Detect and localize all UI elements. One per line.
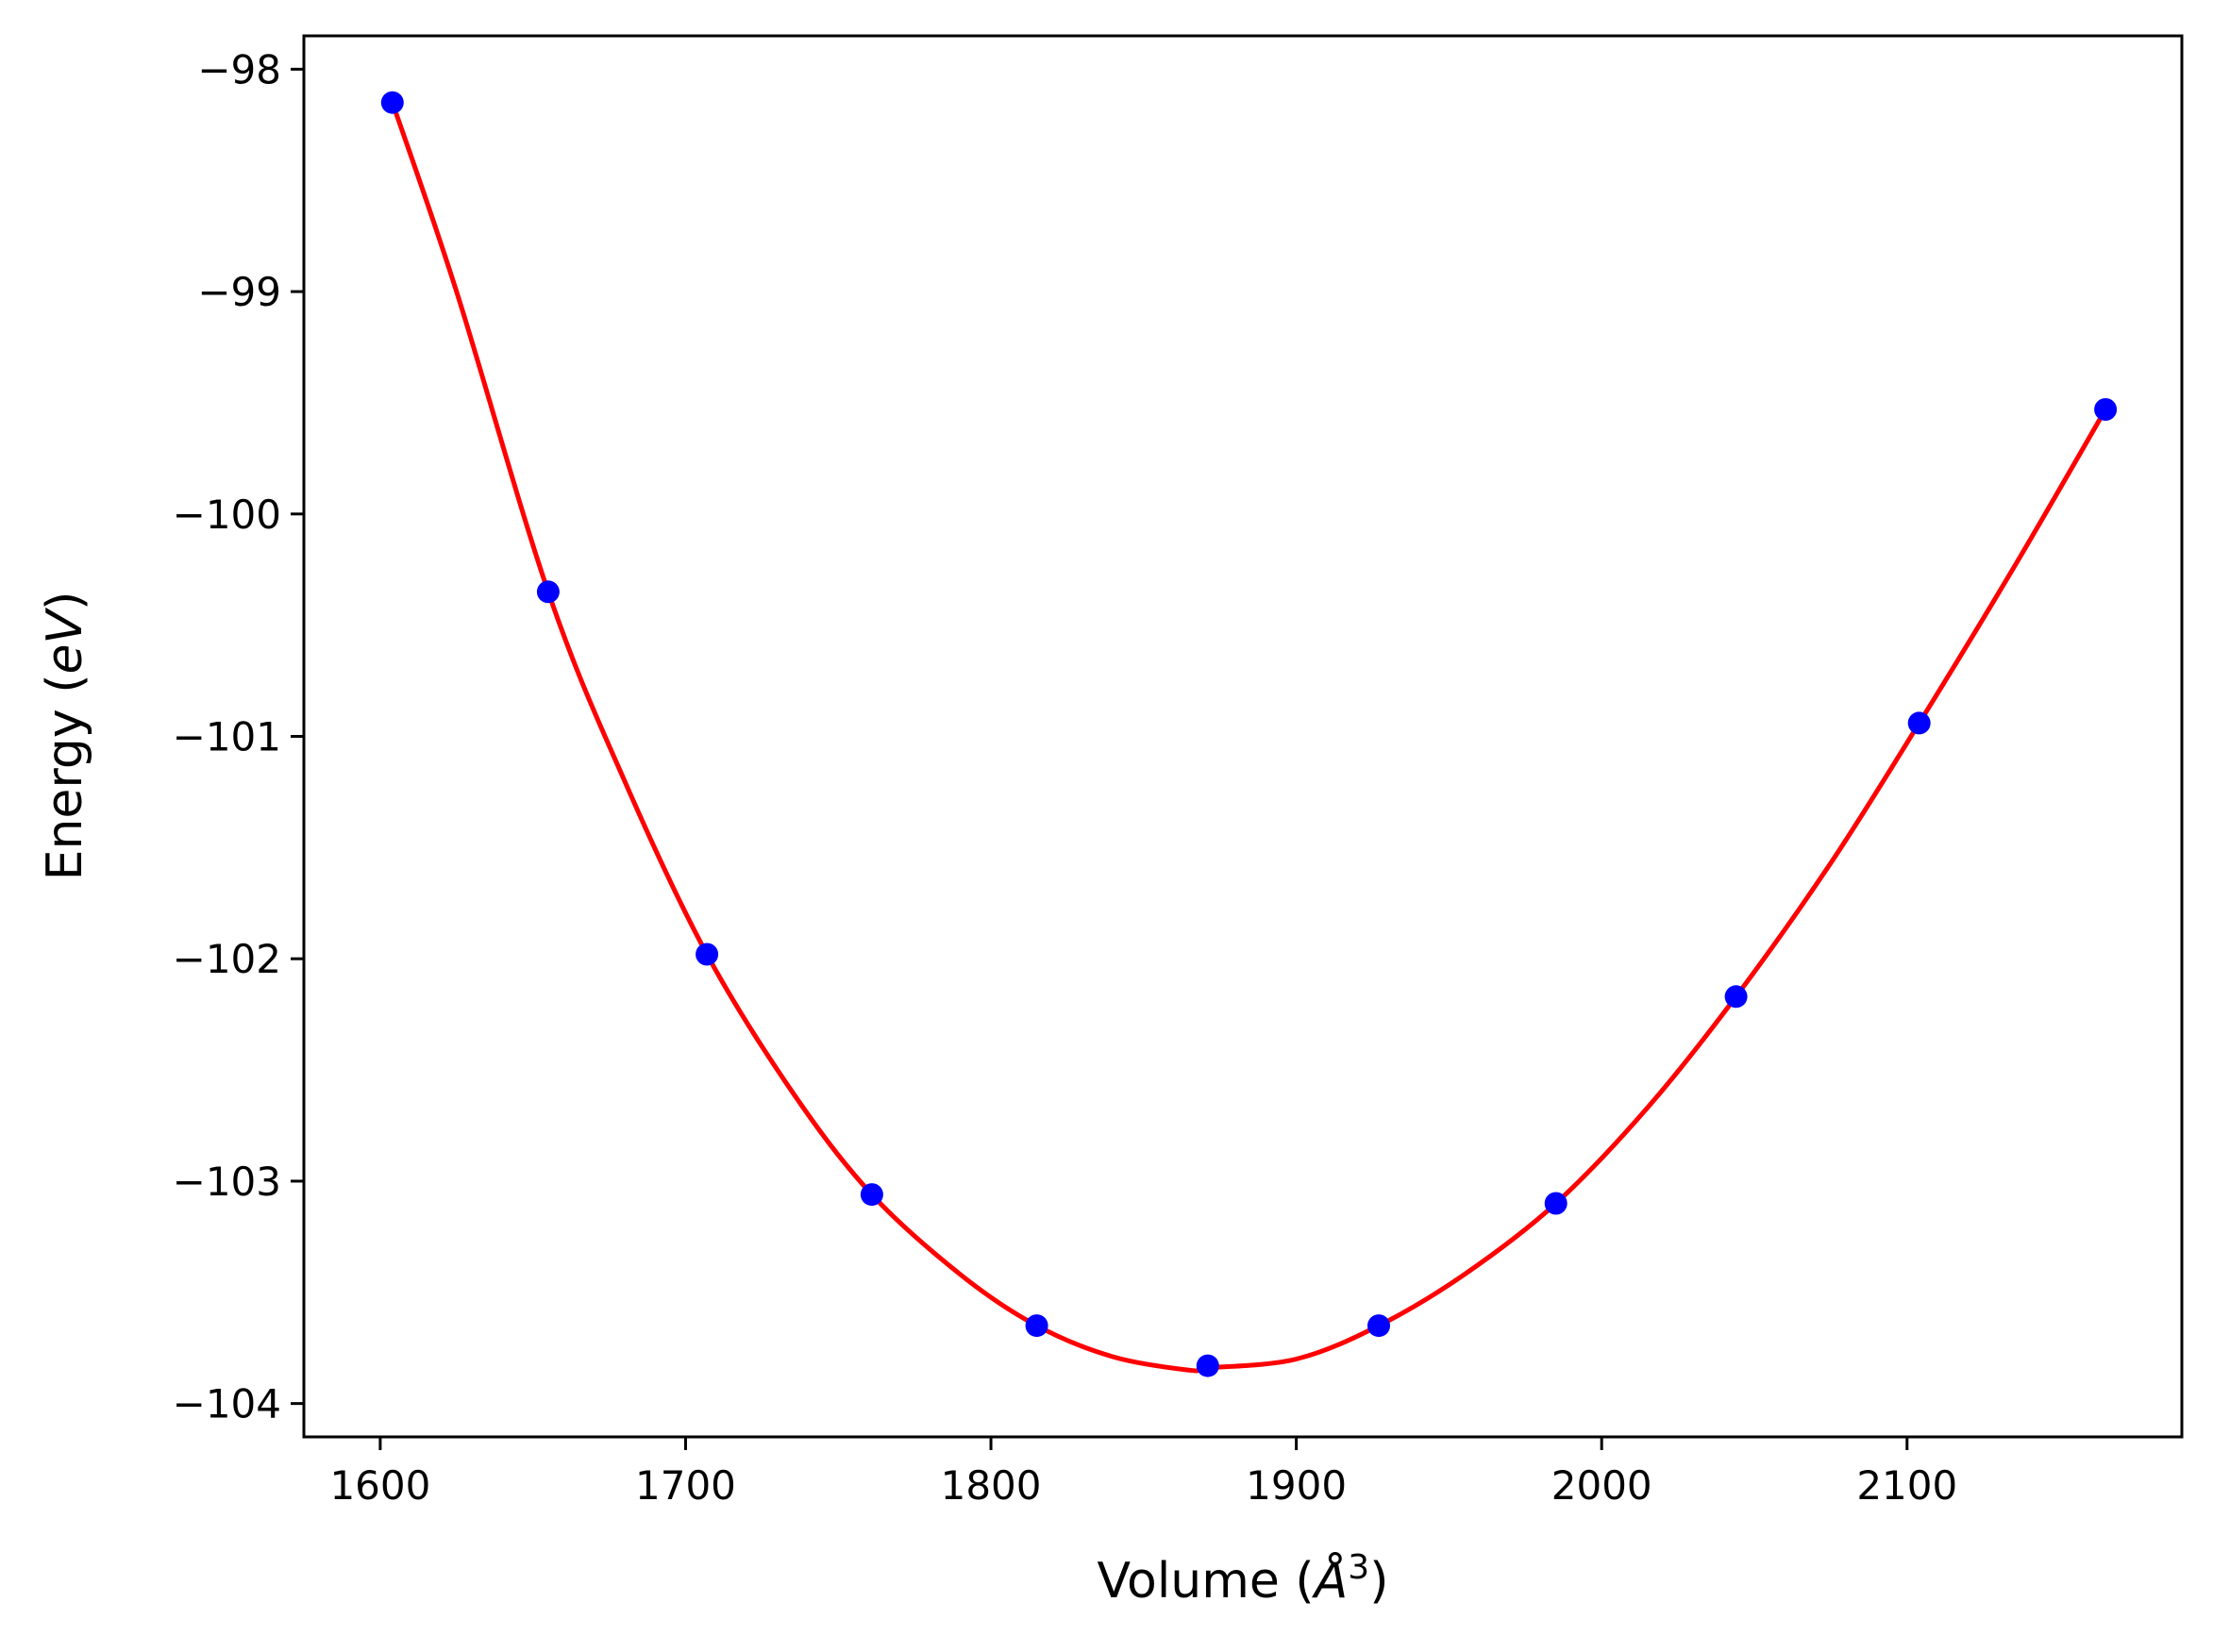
x-tick-label: 1800: [941, 1462, 1042, 1509]
y-axis-label-suffix: ): [37, 592, 93, 610]
y-tick-label: −99: [197, 269, 281, 315]
data-point: [1544, 1192, 1568, 1215]
data-point: [696, 943, 719, 966]
y-tick-label: −98: [197, 46, 281, 92]
fit-curve-layer: [390, 101, 2108, 1374]
y-tick-label: −100: [173, 492, 281, 538]
data-point: [860, 1183, 883, 1207]
x-tick-label: 1700: [635, 1462, 736, 1509]
x-axis-label: Volume (Å3): [1098, 1548, 1389, 1610]
x-tick-label: 2100: [1856, 1462, 1957, 1509]
y-tick-label: −103: [173, 1159, 281, 1205]
x-tick-label: 2000: [1551, 1462, 1652, 1509]
data-point: [1367, 1314, 1390, 1338]
x-axis-ticks: 1600 1700 1800 1900 2000 2100: [329, 1437, 1957, 1509]
data-point: [380, 91, 404, 114]
y-axis-label-prefix: Energy (: [37, 675, 93, 881]
x-axis-label-symbol: Å: [1312, 1551, 1349, 1610]
y-axis-label-symbol: eV: [37, 608, 93, 675]
fit-curve-line: [390, 101, 2108, 1374]
data-point: [1025, 1314, 1048, 1338]
y-tick-label: −104: [173, 1381, 281, 1427]
data-point: [1196, 1354, 1219, 1377]
x-axis-label-superscript: 3: [1348, 1548, 1369, 1587]
x-tick-label: 1900: [1246, 1462, 1347, 1509]
data-points-layer: [380, 91, 2118, 1377]
x-tick-label: 1600: [329, 1462, 430, 1509]
x-axis-label-prefix: Volume (: [1098, 1553, 1315, 1610]
y-axis-label: Energy (eV): [37, 592, 93, 881]
data-point: [1907, 711, 1931, 735]
data-point: [1724, 985, 1748, 1009]
x-axis-label-suffix: ): [1369, 1553, 1388, 1610]
y-tick-label: −101: [173, 714, 281, 760]
data-point: [536, 580, 560, 604]
y-axis-ticks: −98 −99 −100 −101 −102 −103 −104: [173, 46, 304, 1427]
y-tick-label: −102: [173, 936, 281, 982]
data-point: [2094, 398, 2118, 421]
